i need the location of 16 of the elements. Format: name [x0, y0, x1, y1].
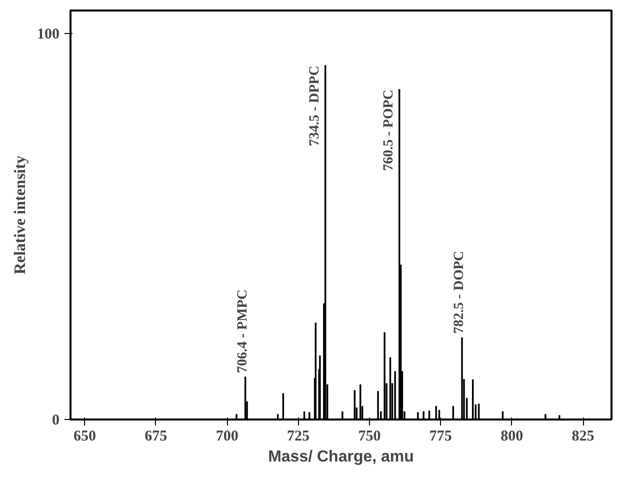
- x-tick-label: 675: [144, 428, 168, 444]
- x-axis-title: Mass/ Charge, amu: [268, 448, 414, 466]
- y-axis-title: Relative intensity: [12, 156, 29, 274]
- annotation: 734.5 - DPPC: [307, 66, 322, 146]
- x-tick-label: 725: [287, 428, 310, 444]
- annotation: 706.4 - PMPC: [235, 289, 250, 374]
- y-tick-label: 100: [37, 26, 60, 43]
- y-tick-label: 0: [52, 412, 60, 428]
- x-tick-label: 825: [572, 428, 594, 444]
- x-tick-label: 800: [500, 428, 524, 444]
- x-tick-label: 700: [216, 428, 238, 444]
- annotation: 782.5 - DOPC: [452, 250, 468, 334]
- annotation: 760.5 - POPC: [381, 90, 396, 171]
- x-tick-label: 750: [358, 428, 381, 444]
- x-tick-label: 650: [73, 428, 96, 444]
- x-tick-label: 775: [429, 428, 452, 444]
